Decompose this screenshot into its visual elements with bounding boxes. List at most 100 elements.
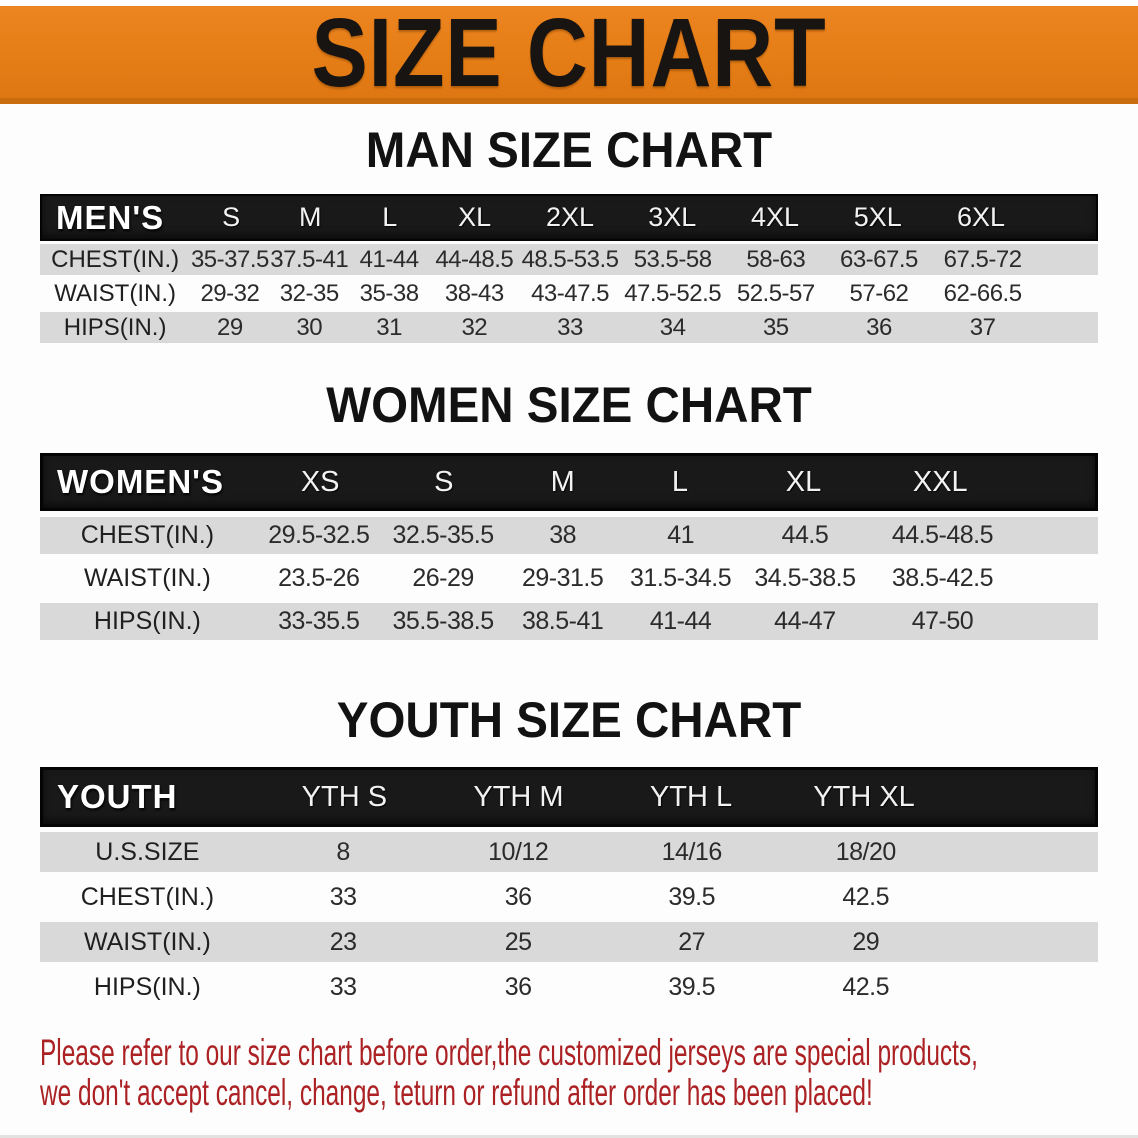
size-value-cell: 44.5-48.5 bbox=[891, 521, 994, 549]
size-value-cell: 42.5 bbox=[842, 972, 890, 1001]
size-header-cell: 4XL bbox=[750, 202, 800, 232]
size-value-cell: 8 bbox=[336, 837, 350, 866]
size-value-cell: 30 bbox=[296, 313, 323, 341]
size-value-cell: 23 bbox=[329, 927, 357, 956]
table-corner-label: WOMEN'S bbox=[57, 463, 225, 500]
size-value-cell: 42.5 bbox=[842, 882, 890, 911]
size-value-cell: 32.5-35.5 bbox=[392, 521, 495, 549]
size-header-cell: XS bbox=[300, 465, 340, 498]
men-size-table: MEN'S S M L XL 2XL 3XL 4XL 5XL 6XL CHEST(IN.) 35-37… bbox=[40, 194, 1098, 343]
size-value-cell: 52.5-57 bbox=[736, 279, 815, 307]
youth-size-table: YOUTH YTH S YTH M YTH L YTH XL U.S.SIZE 8 10/12… bbox=[40, 767, 1098, 1007]
size-header-cell: L bbox=[382, 202, 398, 232]
size-header-cell: M bbox=[298, 202, 322, 232]
size-value-cell: 34.5-38.5 bbox=[754, 564, 856, 592]
size-value-cell: 10/12 bbox=[488, 837, 549, 866]
size-value-cell: 35-38 bbox=[359, 279, 419, 307]
size-header-cell: XL bbox=[458, 202, 492, 232]
size-value-cell: 33 bbox=[557, 313, 583, 341]
size-value-cell: 31.5-34.5 bbox=[630, 564, 732, 592]
size-header-cell: YTH M bbox=[473, 780, 564, 813]
table-header-row: MEN'S S M L XL 2XL 3XL 4XL 5XL 6XL bbox=[40, 194, 1098, 241]
size-header-cell: 2XL bbox=[545, 202, 595, 232]
disclaimer-line-1: Please refer to our size chart before or… bbox=[40, 1032, 978, 1073]
size-value-cell: 62-66.5 bbox=[943, 279, 1022, 307]
size-header-cell: S bbox=[434, 465, 454, 498]
table-row: HIPS(IN.) 33 36 39.5 42.5 bbox=[40, 967, 1098, 1007]
row-label: U.S.SIZE bbox=[95, 837, 200, 866]
size-value-cell: 29-31.5 bbox=[521, 564, 604, 592]
size-value-cell: 32 bbox=[461, 313, 488, 341]
row-label: CHEST(IN.) bbox=[80, 521, 215, 549]
size-value-cell: 33-35.5 bbox=[278, 607, 360, 635]
table-header-row: YOUTH YTH S YTH M YTH L YTH XL bbox=[40, 767, 1098, 827]
table-row: CHEST(IN.) 29.5-32.5 32.5-35.5 38 41 44.5 44.5… bbox=[40, 517, 1098, 554]
row-label: HIPS(IN.) bbox=[93, 972, 201, 1001]
size-header-cell: S bbox=[222, 202, 241, 232]
table-row: WAIST(IN.) 23.5-26 26-29 29-31.5 31.5-34.5 34… bbox=[40, 560, 1098, 597]
size-value-cell: 53.5-58 bbox=[633, 245, 712, 273]
size-value-cell: 39.5 bbox=[668, 882, 716, 911]
row-label: HIPS(IN.) bbox=[93, 607, 201, 635]
size-value-cell: 57-62 bbox=[849, 279, 909, 307]
women-size-section: WOMEN SIZE CHART WOMEN'S XS S M L XL XXL CHEST(… bbox=[0, 380, 1138, 640]
size-value-cell: 44.5 bbox=[781, 521, 829, 549]
size-value-cell: 44-48.5 bbox=[435, 245, 514, 273]
size-value-cell: 47.5-52.5 bbox=[624, 279, 722, 307]
size-value-cell: 34 bbox=[659, 313, 686, 341]
size-header-cell: YTH XL bbox=[813, 780, 915, 813]
size-value-cell: 35-37.5 bbox=[190, 245, 269, 273]
row-label: CHEST(IN.) bbox=[80, 882, 215, 911]
size-value-cell: 67.5-72 bbox=[943, 245, 1022, 273]
size-value-cell: 48.5-53.5 bbox=[521, 245, 619, 273]
size-value-cell: 35 bbox=[762, 313, 789, 341]
banner-title: SIZE CHART bbox=[311, 0, 827, 107]
size-header-cell: YTH S bbox=[301, 780, 388, 813]
size-value-cell: 32-35 bbox=[279, 279, 339, 307]
men-size-section: MAN SIZE CHART MEN'S S M L XL 2XL 3XL 4XL 5XL 6XL… bbox=[0, 125, 1138, 343]
size-header-cell: YTH L bbox=[649, 780, 733, 813]
banner: SIZE CHART bbox=[0, 0, 1138, 107]
disclaimer: Please refer to our size chart before or… bbox=[40, 1033, 1098, 1113]
table-row: CHEST(IN.) 33 36 39.5 42.5 bbox=[40, 877, 1098, 917]
size-value-cell: 29 bbox=[217, 313, 243, 341]
size-value-cell: 36 bbox=[866, 313, 892, 341]
size-value-cell: 41-44 bbox=[649, 607, 712, 635]
size-value-cell: 23.5-26 bbox=[278, 564, 360, 592]
size-value-cell: 43-47.5 bbox=[531, 279, 609, 307]
size-value-cell: 38.5-41 bbox=[521, 607, 604, 635]
size-value-cell: 41-44 bbox=[359, 245, 419, 273]
size-value-cell: 26-29 bbox=[412, 564, 474, 592]
size-value-cell: 33 bbox=[329, 882, 357, 911]
size-value-cell: 47-50 bbox=[911, 607, 974, 635]
women-size-table: WOMEN'S XS S M L XL XXL CHEST(IN.) 29.5-32.5 32.5… bbox=[40, 453, 1098, 640]
table-row: WAIST(IN.) 29-32 32-35 35-38 38-43 43-47.5 47.… bbox=[40, 278, 1098, 309]
size-value-cell: 37 bbox=[969, 313, 996, 341]
size-value-cell: 36 bbox=[504, 972, 532, 1001]
size-value-cell: 31 bbox=[376, 313, 402, 341]
size-value-cell: 29-32 bbox=[200, 279, 260, 307]
size-value-cell: 44-47 bbox=[774, 607, 836, 635]
table-corner-label: MEN'S bbox=[56, 198, 165, 236]
size-value-cell: 38 bbox=[549, 521, 577, 549]
size-value-cell: 36 bbox=[504, 882, 532, 911]
size-value-cell: 63-67.5 bbox=[839, 245, 918, 273]
size-header-cell: 6XL bbox=[957, 202, 1006, 232]
row-label: WAIST(IN.) bbox=[83, 564, 211, 592]
size-header-cell: L bbox=[671, 465, 689, 498]
size-header-cell: 5XL bbox=[853, 202, 902, 232]
disclaimer-line-2: we don't accept cancel, change, teturn o… bbox=[40, 1072, 873, 1113]
size-value-cell: 14/16 bbox=[661, 837, 723, 866]
size-header-cell: 3XL bbox=[648, 202, 697, 232]
size-value-cell: 25 bbox=[504, 927, 532, 956]
table-header-row: WOMEN'S XS S M L XL XXL bbox=[40, 453, 1098, 511]
row-label: WAIST(IN.) bbox=[54, 279, 176, 307]
size-value-cell: 38-43 bbox=[444, 279, 504, 307]
size-value-cell: 58-63 bbox=[746, 245, 806, 273]
size-value-cell: 33 bbox=[329, 972, 357, 1001]
size-value-cell: 38.5-42.5 bbox=[891, 564, 994, 592]
table-row: HIPS(IN.) 29 30 31 32 33 34 35 36 37 bbox=[40, 312, 1098, 343]
row-label: WAIST(IN.) bbox=[83, 927, 211, 956]
size-value-cell: 37.5-41 bbox=[270, 245, 349, 273]
